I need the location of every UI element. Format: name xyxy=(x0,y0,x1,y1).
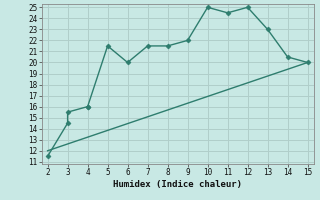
X-axis label: Humidex (Indice chaleur): Humidex (Indice chaleur) xyxy=(113,180,242,189)
